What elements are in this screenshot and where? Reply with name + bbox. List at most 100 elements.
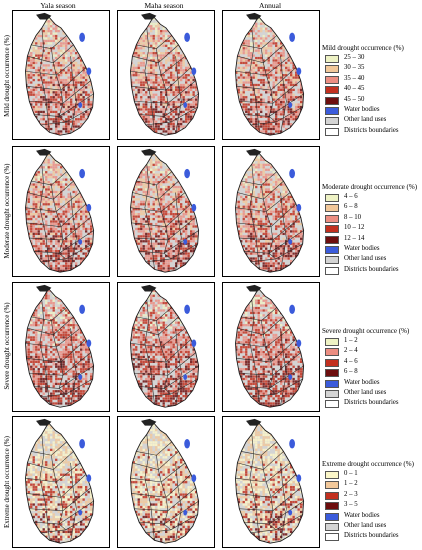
sri-lanka-map xyxy=(130,12,200,136)
water-body xyxy=(78,102,83,108)
water-body xyxy=(184,168,190,179)
district-boundary xyxy=(175,328,182,406)
legend-severe-title: Severe drought occurrence (%) xyxy=(322,327,410,335)
district-boundary xyxy=(136,35,172,49)
district-boundary xyxy=(70,192,77,271)
column-title-maha: Maha season xyxy=(144,1,184,10)
district-boundary xyxy=(40,514,93,533)
island-outline xyxy=(25,287,95,408)
district-boundary xyxy=(40,243,93,263)
water-body xyxy=(184,304,190,315)
jaffna-peninsula xyxy=(141,148,157,156)
legend-swatch xyxy=(325,214,339,223)
legend-label: Other land uses xyxy=(344,522,387,529)
water-body xyxy=(183,509,188,516)
column-title-yala: Yala season xyxy=(40,1,76,10)
legend-label: Water bodies xyxy=(344,511,380,519)
drought-class-cells xyxy=(235,422,304,544)
legend-moderate-title: Moderate drought occurrence (%) xyxy=(322,183,418,191)
sri-lanka-map xyxy=(25,12,95,136)
district-boundary xyxy=(280,462,287,542)
legend-swatch xyxy=(325,348,339,357)
district-boundary xyxy=(51,184,66,260)
water-body xyxy=(79,304,85,315)
legend-label: Other land uses xyxy=(344,255,387,263)
water-body xyxy=(78,509,83,516)
water-body xyxy=(296,67,302,75)
district-boundary xyxy=(39,299,50,405)
district-boundary xyxy=(31,441,67,456)
district-boundary xyxy=(145,514,198,533)
district-boundary xyxy=(144,434,155,541)
legend-swatch xyxy=(325,127,339,136)
island-outline xyxy=(235,151,305,273)
water-body xyxy=(78,239,83,245)
water-body xyxy=(183,102,188,108)
district-boundary xyxy=(241,171,277,186)
water-body xyxy=(78,374,83,380)
water-body xyxy=(296,339,302,347)
jaffna-peninsula xyxy=(36,148,52,156)
legend-label: 1 – 2 xyxy=(344,337,358,344)
district-boundary xyxy=(144,27,155,133)
map-panel xyxy=(12,10,110,140)
jaffna-peninsula xyxy=(246,12,262,20)
water-body xyxy=(79,168,85,179)
legend-swatch xyxy=(325,400,339,409)
island-outline xyxy=(130,287,200,408)
legend-swatch xyxy=(325,390,339,398)
district-boundary xyxy=(249,434,260,541)
island-outline xyxy=(235,287,305,408)
legend-swatch xyxy=(325,75,339,84)
island-outline xyxy=(130,422,200,544)
district-boundary xyxy=(156,48,171,123)
district-boundary xyxy=(156,455,171,531)
district-boundary xyxy=(249,27,260,133)
district-boundary xyxy=(280,328,287,406)
row-label-severe-text: Severe drought occurrence (%) xyxy=(3,302,11,390)
district-boundary xyxy=(249,299,260,405)
water-body xyxy=(296,474,302,482)
district-boundary xyxy=(144,164,155,270)
district-boundary xyxy=(145,243,198,263)
district-boundary xyxy=(39,164,50,270)
island-outline xyxy=(235,15,305,136)
legend-swatch xyxy=(325,256,339,265)
legend-label: 45 – 50 xyxy=(344,95,365,103)
district-boundary xyxy=(175,192,182,271)
island-landmass xyxy=(25,152,94,273)
map-panel xyxy=(117,146,215,277)
map-panel xyxy=(222,146,320,277)
legend-swatch xyxy=(325,86,339,95)
district-boundary xyxy=(250,378,303,398)
legend-label: 40 – 45 xyxy=(344,85,365,93)
map-panel xyxy=(222,416,320,548)
legend-label: Districts boundaries xyxy=(344,399,399,407)
water-body xyxy=(184,32,190,43)
district-boundary xyxy=(261,455,276,531)
legend-label: 0 – 1 xyxy=(344,470,358,477)
legend-swatch xyxy=(325,204,339,213)
legend-label: 4 – 6 xyxy=(344,193,358,200)
water-body xyxy=(183,239,188,245)
jaffna-peninsula xyxy=(141,284,157,292)
district-boundary xyxy=(70,328,77,406)
district-boundary xyxy=(156,184,171,260)
water-body xyxy=(289,438,295,449)
island-outline xyxy=(25,15,95,136)
legend-swatch xyxy=(325,523,339,531)
legend-swatch xyxy=(325,379,339,388)
legend-swatch xyxy=(325,65,339,74)
legend-swatch xyxy=(325,194,339,202)
water-body xyxy=(86,67,92,75)
island-landmass xyxy=(235,422,304,544)
sri-lanka-map xyxy=(130,284,200,408)
district-boundary xyxy=(40,378,93,398)
legend-swatch xyxy=(325,96,339,105)
sri-lanka-map xyxy=(130,148,200,273)
district-boundary xyxy=(175,56,182,134)
district-boundary xyxy=(175,462,182,542)
district-boundary xyxy=(145,106,198,126)
map-panel xyxy=(12,416,110,548)
legend-swatch xyxy=(325,491,339,500)
